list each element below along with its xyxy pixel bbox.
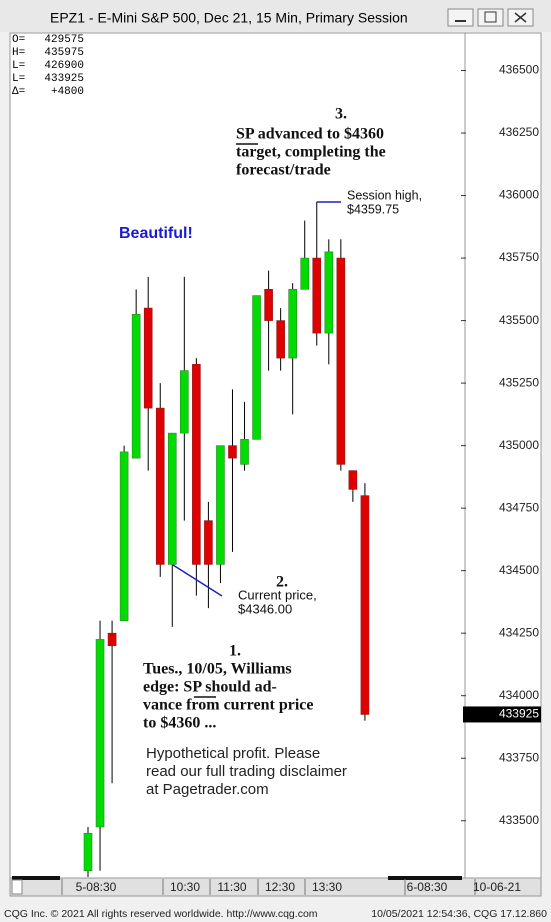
disclaimer: read our full trading disclaimer: [146, 763, 347, 780]
candle-body: [252, 295, 261, 440]
annotation: forecast/trade: [236, 162, 331, 179]
y-tick-label: 433750: [499, 750, 539, 764]
candle-body: [336, 257, 346, 465]
annotation: SP advanced to $4360: [236, 126, 384, 143]
annotation: $4346.00: [238, 601, 292, 616]
candle-body: [107, 632, 117, 646]
candle-body: [95, 639, 105, 828]
candle-body: [240, 439, 249, 465]
candle-body: [204, 520, 213, 565]
footer-right: 10/05/2021 12:54:36, CQG 17.12.860: [371, 908, 547, 920]
x-tick-label: 6-08:30: [407, 880, 448, 894]
annotation: Session high,: [347, 188, 422, 202]
annotation-number: 2.: [276, 574, 288, 591]
annotation: to $4360 ...: [143, 715, 216, 732]
x-tick-label: 10:30: [170, 880, 200, 894]
candle-body: [192, 364, 201, 565]
y-tick-label: 433500: [499, 813, 539, 827]
y-tick-label: 434500: [499, 563, 539, 577]
info-value: +4800: [51, 86, 84, 98]
y-tick-label: 436000: [499, 188, 539, 202]
y-tick-label: 435750: [499, 250, 539, 264]
candle-body: [276, 320, 285, 359]
info-label: L=: [12, 60, 25, 72]
price-pointer: [172, 564, 223, 597]
x-tick-label: 5-08:30: [76, 880, 117, 894]
y-tick-label: 436250: [499, 125, 539, 139]
session-bar: [388, 876, 462, 880]
x-tick-label: 10-06-21: [473, 880, 521, 894]
y-tick-label: 436500: [499, 63, 539, 77]
window-title: EPZ1 - E-Mini S&P 500, Dec 21, 15 Min, P…: [50, 10, 408, 26]
window-buttons[interactable]: [447, 8, 534, 27]
candle-body: [324, 251, 334, 334]
minimize-button[interactable]: [447, 8, 474, 27]
x-tick-label: 11:30: [217, 880, 246, 894]
info-label: H=: [12, 47, 25, 59]
y-tick-label: 434250: [499, 625, 539, 639]
last-price-box: [463, 706, 541, 723]
scroll-handle[interactable]: [11, 879, 23, 895]
session-bar: [12, 876, 60, 880]
info-label: Δ=: [12, 86, 25, 98]
candle-body: [288, 289, 297, 359]
candle-body: [180, 370, 189, 434]
info-label: O=: [12, 34, 25, 46]
candle-body: [155, 407, 165, 565]
candle-body: [264, 289, 273, 321]
disclaimer: Hypothetical profit. Please: [146, 745, 320, 762]
info-value: 435975: [44, 47, 84, 59]
y-tick-label: 435500: [499, 313, 539, 327]
annotation: vance from current price: [143, 697, 313, 714]
candle-body: [143, 307, 153, 409]
candle-body: [348, 470, 358, 490]
annotation: Beautiful!: [119, 225, 193, 242]
annotation-number: 3.: [335, 106, 347, 123]
candle-body: [83, 832, 93, 872]
disclaimer: at Pagetrader.com: [146, 781, 269, 798]
candle-body: [167, 432, 177, 565]
candle-body: [360, 495, 370, 715]
info-value: 429575: [44, 34, 84, 46]
info-value: 433925: [44, 73, 84, 85]
last-price-label: 433925: [499, 707, 539, 721]
time-axis: [9, 877, 542, 897]
y-tick-label: 434750: [499, 500, 539, 514]
footer-left: CQG Inc. © 2021 All rights reserved worl…: [4, 908, 318, 920]
annotation: Current price,: [238, 587, 317, 602]
info-value: 426900: [44, 60, 84, 72]
candle-body: [300, 257, 310, 290]
annotation: edge: SP should ad-: [143, 679, 277, 696]
candle-body: [131, 314, 141, 459]
annotation: $4359.75: [347, 202, 399, 216]
candle-body: [312, 257, 322, 334]
y-tick-label: 435250: [499, 375, 539, 389]
y-tick-label: 434000: [499, 688, 539, 702]
x-tick-label: 12:30: [265, 880, 295, 894]
info-label: L=: [12, 73, 25, 85]
annotation: target, completing the: [236, 144, 386, 161]
annotation: Tues., 10/05, Williams: [143, 661, 292, 678]
candle-body: [216, 445, 225, 565]
annotation-number: 1.: [229, 643, 241, 660]
x-tick-label: 13:30: [312, 880, 342, 894]
maximize-button[interactable]: [477, 8, 504, 27]
candle-body: [228, 445, 237, 459]
y-tick-label: 435000: [499, 438, 539, 452]
candle-body: [119, 451, 129, 621]
